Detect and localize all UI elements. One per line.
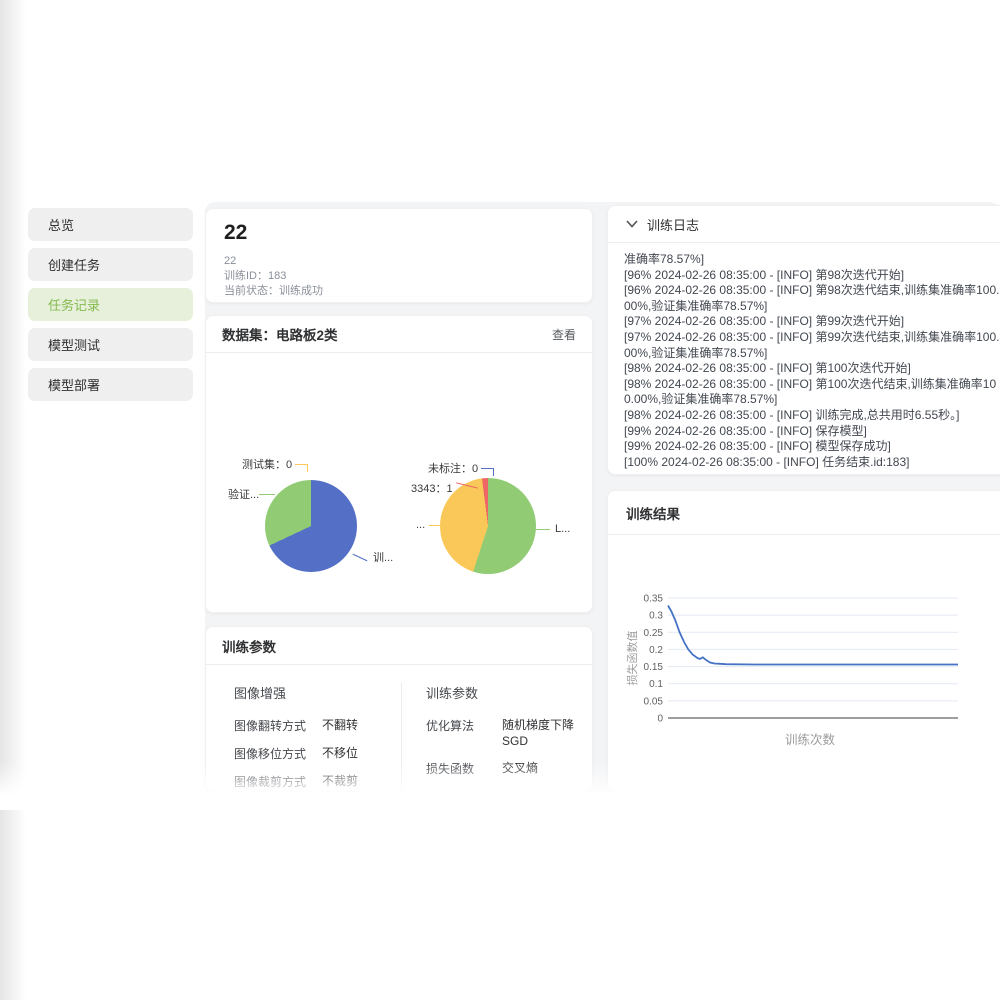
param-row: 图像移位方式 不移位 bbox=[234, 745, 401, 762]
callout-line bbox=[352, 553, 368, 561]
sidebar-item-label: 创建任务 bbox=[48, 258, 101, 273]
pie-label-class-3343: 3343：1 bbox=[411, 480, 478, 496]
svg-text:0.1: 0.1 bbox=[649, 679, 663, 690]
training-log-card: 训练日志 准确率78.57%] [96% 2024-02-26 08:35:00 … bbox=[607, 205, 1000, 475]
sidebar-item[interactable]: 模型部署 bbox=[28, 368, 193, 401]
sidebar-item-label: 模型部署 bbox=[48, 378, 101, 393]
dataset-view-link[interactable]: 查看 bbox=[551, 327, 576, 342]
param-value: 不翻转 bbox=[322, 718, 359, 732]
param-row: 图像裁剪方式 不裁剪 bbox=[234, 773, 401, 790]
param-label: 图像移位方式 bbox=[234, 747, 307, 761]
log-line: [96% 2024-02-26 08:35:00 - [INFO] 第98次迭代… bbox=[624, 283, 1000, 313]
task-name: 22 bbox=[224, 255, 237, 267]
log-line: 准确率78.57%] bbox=[624, 252, 705, 266]
svg-text:0.25: 0.25 bbox=[644, 628, 664, 639]
sidebar-item-label: 模型测试 bbox=[48, 338, 101, 353]
callout-line bbox=[481, 468, 495, 476]
log-line: [100% 2024-02-26 08:35:00 - [INFO] 任务结束.… bbox=[624, 454, 910, 469]
log-line: [96% 2024-02-26 08:35:00 - [INFO] 第98次迭代… bbox=[624, 267, 905, 282]
param-label: 损失函数 bbox=[426, 762, 475, 776]
pie-dataset-split bbox=[265, 480, 357, 572]
log-title: 训练日志 bbox=[647, 217, 700, 233]
sidebar-item[interactable]: 总览 bbox=[28, 208, 193, 241]
log-line: [97% 2024-02-26 08:35:00 - [INFO] 第99次迭代… bbox=[624, 329, 1000, 360]
svg-text:损失函数值: 损失函数值 bbox=[625, 631, 639, 686]
svg-text:0.15: 0.15 bbox=[644, 662, 664, 673]
log-line: [99% 2024-02-26 08:35:00 - [INFO] 保存模型] bbox=[624, 423, 867, 438]
dataset-card: 数据集：电路板2类 查看 测试集：0 验证... 训... 未标注：0 bbox=[205, 315, 593, 613]
param-group: 图像增强 图像翻转方式 不翻转 图像移位方式 不移位 图像裁剪方式 不裁剪 bbox=[234, 683, 402, 791]
param-label: 优化算法 bbox=[426, 719, 475, 733]
loss-chart-x-label: 训练次数 bbox=[784, 733, 835, 747]
param-value: 随机梯度下降 SGD bbox=[502, 718, 575, 748]
sidebar-item[interactable]: 创建任务 bbox=[28, 248, 193, 281]
pie-label-validation-set: 验证... bbox=[228, 486, 276, 502]
dataset-title: 数据集：电路板2类 bbox=[222, 328, 338, 343]
log-line: [98% 2024-02-26 08:35:00 - [INFO] 第100次迭… bbox=[624, 376, 997, 407]
task-status: 当前状态：训练成功 bbox=[224, 285, 323, 297]
param-group-title: 图像增强 bbox=[234, 686, 287, 701]
param-row: 优化算法 随机梯度下降 SGD bbox=[426, 717, 592, 749]
pie-label-train-set: 训... bbox=[352, 549, 393, 565]
param-value: 不裁剪 bbox=[322, 774, 359, 788]
log-line: [98% 2024-02-26 08:35:00 - [INFO] 第100次迭… bbox=[624, 361, 911, 376]
param-value: 不移位 bbox=[322, 746, 359, 760]
result-title: 训练结果 bbox=[626, 506, 680, 522]
callout-line bbox=[455, 481, 478, 489]
loss-chart: 0 0.05 0.1 0.15 0.2 0.25 0.3 0.35 损失函数值 bbox=[620, 581, 1000, 741]
svg-text:0: 0 bbox=[657, 714, 663, 725]
log-line: [98% 2024-02-26 08:35:00 - [INFO] 训练完成,总… bbox=[624, 407, 960, 422]
sidebar-item-label: 任务记录 bbox=[48, 298, 101, 313]
param-group-title: 训练参数 bbox=[426, 686, 479, 701]
pie-label-distribution bbox=[440, 478, 536, 574]
log-line: [97% 2024-02-26 08:35:00 - [INFO] 第99次迭代… bbox=[624, 314, 905, 329]
callout-line bbox=[429, 524, 448, 526]
param-row: 图像翻转方式 不翻转 bbox=[234, 717, 401, 734]
callout-line bbox=[534, 528, 550, 530]
pie-label-test-set: 测试集：0 bbox=[242, 456, 309, 472]
svg-text:0.35: 0.35 bbox=[644, 594, 664, 605]
log-collapse-header[interactable]: 训练日志 bbox=[608, 206, 1000, 243]
param-label: 图像裁剪方式 bbox=[234, 775, 307, 789]
params-title: 训练参数 bbox=[222, 639, 276, 655]
chevron-down-icon bbox=[626, 220, 638, 228]
callout-line bbox=[295, 464, 309, 472]
sidebar-item[interactable]: 模型测试 bbox=[28, 328, 193, 361]
param-label: 图像翻转方式 bbox=[234, 719, 307, 733]
param-row: 损失函数 交叉熵 bbox=[426, 760, 592, 777]
task-title: 22 bbox=[224, 221, 248, 244]
pie-label-class-l: L... bbox=[534, 523, 570, 535]
sidebar: 总览 创建任务 任务记录 模型测试 模型部署 bbox=[28, 208, 193, 408]
svg-text:0.2: 0.2 bbox=[649, 645, 663, 656]
sidebar-item-label: 总览 bbox=[48, 218, 75, 233]
param-group: 训练参数 优化算法 随机梯度下降 SGD 损失函数 交叉熵 bbox=[402, 683, 592, 791]
training-params-card: 训练参数 图像增强 图像翻转方式 不翻转 图像移位方式 不移位 图像裁剪方式 不… bbox=[205, 626, 593, 792]
param-value: 交叉熵 bbox=[502, 761, 539, 775]
param-columns: 图像增强 图像翻转方式 不翻转 图像移位方式 不移位 图像裁剪方式 不裁剪 训练… bbox=[206, 665, 592, 791]
loss-chart-svg: 0 0.05 0.1 0.15 0.2 0.25 0.3 0.35 损失函数值 bbox=[625, 594, 958, 725]
dataset-pie-charts: 测试集：0 验证... 训... 未标注：0 3343：1 ... bbox=[206, 353, 592, 608]
sidebar-item[interactable]: 任务记录 bbox=[28, 288, 193, 321]
svg-text:0.05: 0.05 bbox=[644, 696, 664, 707]
edge-fade-left bbox=[0, 0, 26, 1000]
log-line: [99% 2024-02-26 08:35:00 - [INFO] 模型保存成功… bbox=[624, 439, 891, 454]
train-id: 训练ID：183 bbox=[224, 270, 287, 282]
callout-line bbox=[259, 493, 276, 495]
task-summary-card: 22 22 训练ID：183 当前状态：训练成功 bbox=[205, 208, 593, 303]
svg-text:0.3: 0.3 bbox=[649, 611, 663, 622]
pie-label-class-other: ... bbox=[416, 519, 448, 531]
pie-label-unlabeled: 未标注：0 bbox=[428, 460, 495, 476]
log-lines[interactable]: 准确率78.57%] [96% 2024-02-26 08:35:00 - [IN… bbox=[608, 243, 1000, 470]
training-result-card: 训练结果 0 0.05 0.1 0.15 0.2 0.25 0.3 0.35 损失函数值 训练次… bbox=[607, 490, 1000, 792]
